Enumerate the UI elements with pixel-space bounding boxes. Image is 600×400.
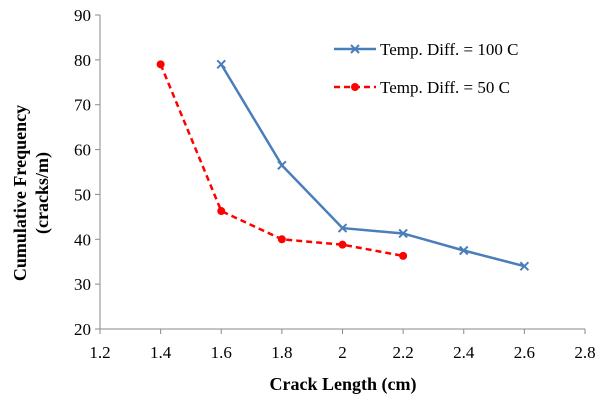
data-point-x-marker: [519, 261, 530, 271]
x-tick-label: 2.6: [514, 343, 535, 362]
legend-item-100c: Temp. Diff. = 100 C: [334, 40, 518, 59]
y-axis-title-line-2: (cracks/m): [32, 152, 53, 234]
data-point-circle-marker: [277, 235, 286, 244]
data-point-x-marker: [398, 228, 408, 239]
data-point-circle-marker: [338, 240, 347, 249]
x-tick-label: 2.4: [453, 343, 475, 362]
y-ticks: 20 30 40 50 60 70 80 90: [74, 6, 100, 339]
data-point-x-marker: [216, 59, 226, 70]
x-tick-label: 1.6: [211, 343, 232, 362]
y-tick-label: 60: [74, 141, 91, 160]
y-axis-title-line-1: Cumulative Frequency: [10, 105, 30, 281]
y-tick-label: 90: [74, 6, 91, 25]
x-tick-label: 1.2: [89, 343, 110, 362]
y-axis-title: Cumulative Frequency (cracks/m): [10, 105, 53, 281]
x-tick-label: 2.2: [393, 343, 414, 362]
x-tick-label: 1.8: [271, 343, 292, 362]
legend-x-marker: [350, 44, 360, 54]
x-tick-label: 2.8: [574, 343, 595, 362]
legend-label-50c: Temp. Diff. = 50 C: [380, 78, 510, 97]
data-point-x-marker: [337, 223, 348, 233]
x-tick-label: 1.4: [150, 343, 172, 362]
y-tick-label: 40: [74, 230, 91, 249]
data-point-x-marker: [459, 245, 469, 256]
x-tick-label: 2: [338, 343, 347, 362]
series-line-1: [220, 63, 525, 268]
y-tick-label: 70: [74, 96, 91, 115]
series-layer: [156, 59, 530, 271]
x-ticks: 1.2 1.4 1.6 1.8 2 2.2 2.4 2.6 2.8: [89, 329, 596, 362]
legend-item-50c: Temp. Diff. = 50 C: [334, 78, 510, 97]
y-tick-label: 50: [74, 185, 91, 204]
data-point-circle-marker: [156, 60, 165, 69]
data-point-circle-marker: [217, 207, 226, 216]
series-line-2: [159, 63, 404, 258]
y-tick-label: 30: [74, 275, 91, 294]
legend-circle-marker: [351, 83, 359, 91]
legend: Temp. Diff. = 100 C Temp. Diff. = 50 C: [334, 40, 518, 97]
y-tick-label: 80: [74, 51, 91, 70]
data-point-circle-marker: [399, 251, 408, 260]
y-tick-label: 20: [74, 320, 91, 339]
x-axis-title: Crack Length (cm): [270, 374, 417, 395]
data-point-x-marker: [277, 160, 287, 170]
legend-label-100c: Temp. Diff. = 100 C: [380, 40, 518, 59]
